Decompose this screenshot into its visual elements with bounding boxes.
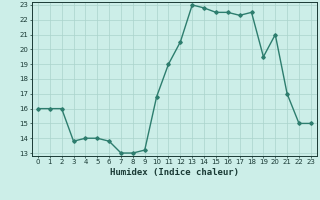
X-axis label: Humidex (Indice chaleur): Humidex (Indice chaleur): [110, 168, 239, 177]
